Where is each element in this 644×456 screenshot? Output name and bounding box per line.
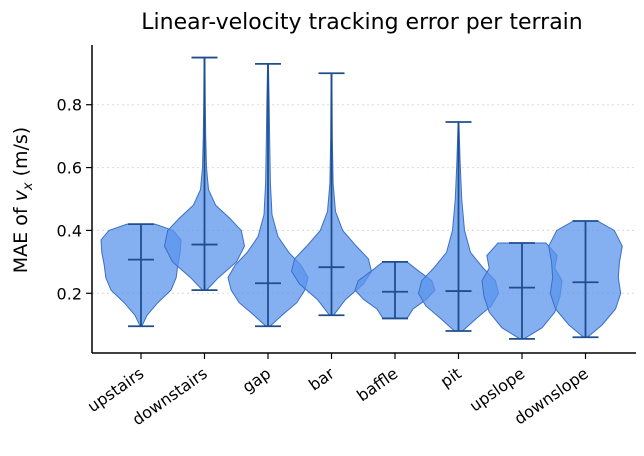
x-tick-label: bar xyxy=(305,363,338,394)
y-axis-label-sub: x xyxy=(21,182,36,191)
y-tick-label: 0.2 xyxy=(57,284,82,303)
x-tick-label: pit xyxy=(437,364,465,392)
violin-downstairs xyxy=(163,56,246,292)
chart-title: Linear-velocity tracking error per terra… xyxy=(141,10,582,35)
violin-downslope xyxy=(548,220,623,339)
y-tick-label: 0.8 xyxy=(57,96,82,115)
y-axis-label-prefix: MAE of xyxy=(10,201,32,273)
violin-baffle xyxy=(354,260,436,320)
y-tick-label: 0.4 xyxy=(57,221,82,240)
x-tick-label: baffle xyxy=(353,364,401,406)
violin-bar xyxy=(290,72,373,317)
y-axis-label-suffix: (m/s) xyxy=(10,127,32,183)
y-axis-label: MAE of vx (m/s) xyxy=(10,127,36,273)
y-ticks: 0.2 0.4 0.6 0.8 xyxy=(57,96,92,303)
violin-gap xyxy=(227,62,309,328)
x-tick-label: gap xyxy=(239,364,275,397)
violin-upslope xyxy=(481,242,563,340)
y-axis-label-var: v xyxy=(10,189,32,201)
violin-upstairs xyxy=(100,223,182,328)
y-tick-label: 0.6 xyxy=(57,159,82,178)
axes xyxy=(91,45,636,354)
violins xyxy=(100,56,623,340)
